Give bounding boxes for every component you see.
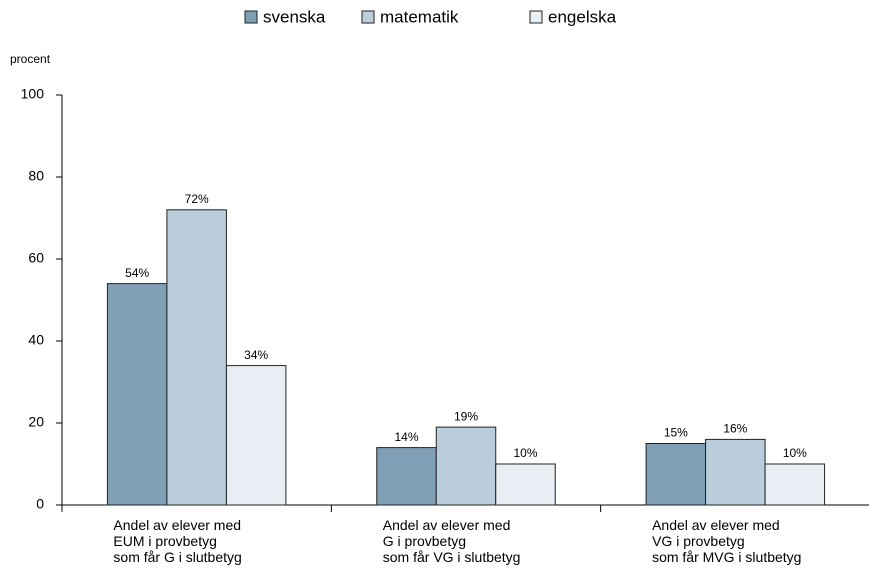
value-label: 10% bbox=[513, 446, 537, 460]
x-tick-label: Andel av elever med G i provbetyg som få… bbox=[382, 517, 521, 565]
y-tick-label: 20 bbox=[28, 414, 44, 430]
value-label: 19% bbox=[454, 409, 478, 423]
legend-label: matematik bbox=[380, 7, 459, 26]
legend-label: svenska bbox=[263, 7, 326, 26]
bar bbox=[705, 438, 766, 506]
x-tick-label: Andel av elever med VG i provbetyg som f… bbox=[652, 517, 802, 565]
value-label: 15% bbox=[664, 426, 688, 440]
x-tick-label: Andel av elever med EUM i provbetyg som … bbox=[113, 517, 242, 565]
value-label: 34% bbox=[244, 348, 268, 362]
y-tick-label: 40 bbox=[28, 332, 44, 348]
bar bbox=[376, 447, 437, 506]
value-label: 10% bbox=[783, 446, 807, 460]
bar bbox=[435, 426, 497, 506]
y-axis-label: procent bbox=[10, 52, 51, 66]
legend-swatch bbox=[244, 10, 258, 24]
value-label: 72% bbox=[185, 192, 209, 206]
legend-label: engelska bbox=[548, 7, 617, 26]
bar bbox=[764, 463, 826, 506]
value-label: 14% bbox=[394, 430, 418, 444]
bar bbox=[225, 365, 287, 506]
value-label: 16% bbox=[723, 422, 747, 436]
y-tick-label: 100 bbox=[21, 86, 45, 102]
bar bbox=[495, 463, 556, 506]
y-tick-label: 60 bbox=[28, 250, 44, 266]
y-tick-label: 80 bbox=[28, 168, 44, 184]
legend-swatch bbox=[361, 10, 375, 24]
value-label: 54% bbox=[125, 266, 149, 280]
y-tick-label: 0 bbox=[36, 496, 44, 512]
bar bbox=[166, 209, 227, 506]
legend-swatch bbox=[529, 10, 543, 24]
bar bbox=[645, 443, 707, 506]
bar bbox=[106, 283, 168, 506]
